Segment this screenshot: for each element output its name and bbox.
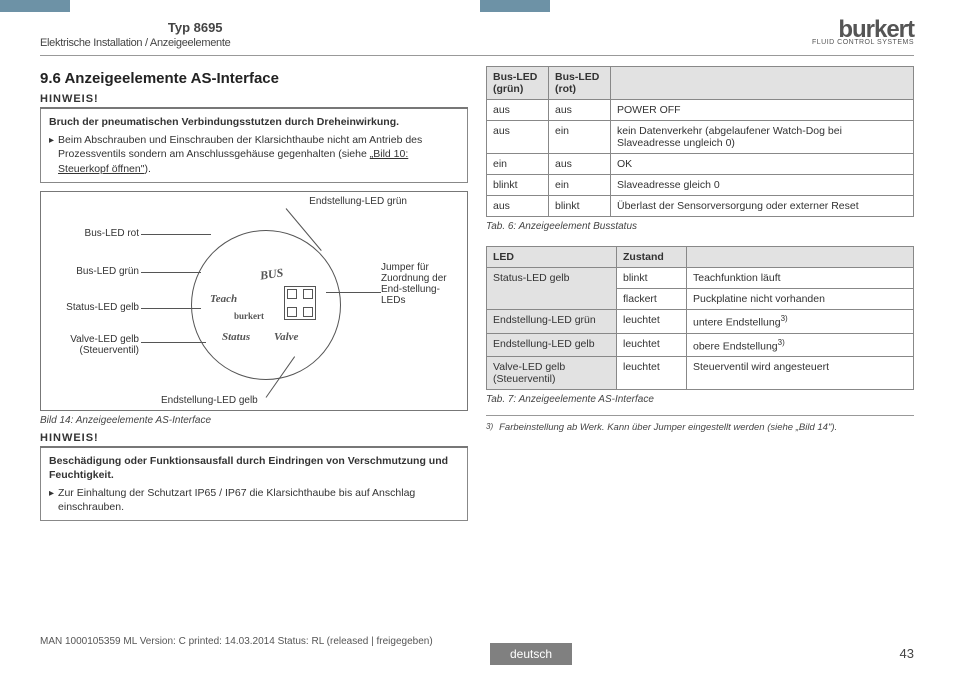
hinweis-label-1: HINWEIS! bbox=[40, 93, 468, 105]
table-6-caption: Tab. 6: Anzeigeelement Busstatus bbox=[486, 221, 914, 232]
diagram-figure-14: Endstellung-LED grün Bus-LED rot Bus-LED… bbox=[40, 191, 468, 411]
page-number: 43 bbox=[900, 646, 914, 661]
note-box-1: Bruch der pneumatischen Verbindungsstutz… bbox=[40, 109, 468, 183]
table-6: Bus-LED (grün) Bus-LED (rot) ausausPOWER… bbox=[486, 66, 914, 217]
link-bild14[interactable]: „Bild 14" bbox=[796, 422, 832, 433]
right-column: Bus-LED (grün) Bus-LED (rot) ausausPOWER… bbox=[486, 66, 914, 521]
hinweis-label-2: HINWEIS! bbox=[40, 432, 468, 444]
note-box-2: Beschädigung oder Funktionsausfall durch… bbox=[40, 448, 468, 522]
top-accent-bar bbox=[0, 0, 954, 12]
device-circle: BUS Teach burkert Status Valve bbox=[191, 230, 341, 380]
footnote-3: 3) Farbeinstellung ab Werk. Kann über Ju… bbox=[486, 415, 914, 433]
language-tab: deutsch bbox=[490, 643, 572, 665]
header-subtitle: Elektrische Installation / Anzeigeelemen… bbox=[40, 37, 230, 49]
left-column: 9.6 Anzeigeelemente AS-Interface HINWEIS… bbox=[40, 66, 468, 521]
section-heading: 9.6 Anzeigeelemente AS-Interface bbox=[40, 70, 468, 87]
type-label: Typ 8695 bbox=[160, 20, 230, 35]
table-7: LED Zustand Status-LED gelb blinkt Teach… bbox=[486, 246, 914, 390]
man-line: MAN 1000105359 ML Version: C printed: 14… bbox=[40, 636, 433, 647]
table-7-caption: Tab. 7: Anzeigeelemente AS-Interface bbox=[486, 394, 914, 405]
page-header: Typ 8695 Elektrische Installation / Anze… bbox=[40, 20, 914, 56]
figure-14-caption: Bild 14: Anzeigeelemente AS-Interface bbox=[40, 415, 468, 426]
brand-logo: burkert FLUID CONTROL SYSTEMS bbox=[812, 20, 914, 46]
